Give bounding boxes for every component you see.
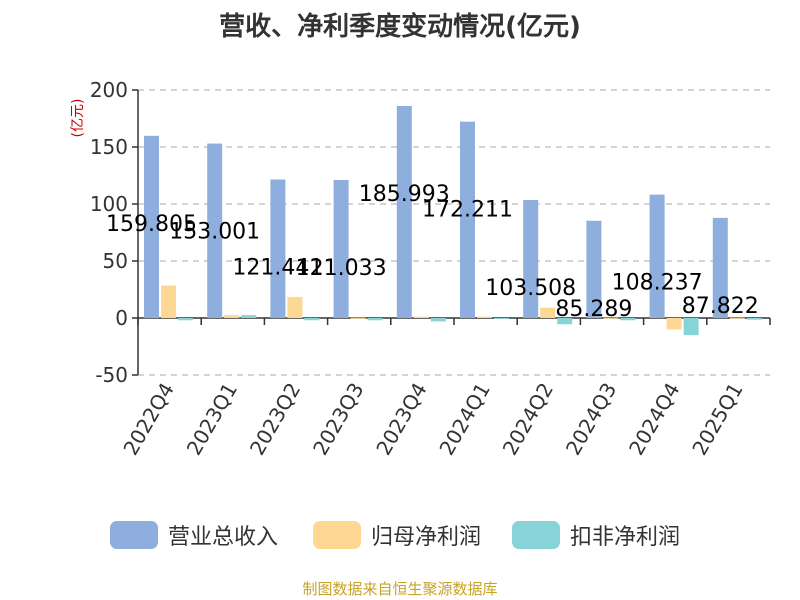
bar bbox=[586, 220, 602, 318]
bar bbox=[207, 143, 223, 318]
x-tick-label: 2023Q3 bbox=[308, 379, 368, 460]
data-label: 159.805 bbox=[106, 212, 197, 237]
x-tick-label: 2024Q3 bbox=[561, 379, 621, 460]
bar bbox=[367, 318, 383, 321]
bar bbox=[178, 318, 193, 321]
bar bbox=[460, 121, 475, 318]
legend-item[interactable]: 归母净利润 bbox=[313, 521, 481, 550]
bar bbox=[494, 318, 509, 319]
bar bbox=[477, 316, 492, 318]
bar bbox=[649, 194, 665, 318]
data-label: 108.237 bbox=[612, 271, 703, 296]
bar bbox=[557, 318, 573, 325]
x-tick-label: 2024Q2 bbox=[498, 379, 558, 460]
axes: -50 0 50 100 150 200 bbox=[90, 78, 771, 387]
bar bbox=[540, 307, 556, 318]
legend-label: 扣非净利润 bbox=[570, 525, 680, 550]
chart-title: 营收、净利季度变动情况(亿元) bbox=[219, 11, 581, 42]
legend-item[interactable]: 营业总收入 bbox=[110, 521, 278, 550]
bar bbox=[620, 318, 636, 321]
bar bbox=[224, 315, 240, 318]
data-label: 121.441 bbox=[232, 256, 323, 281]
x-tick-label: 2023Q1 bbox=[182, 379, 242, 460]
bar bbox=[683, 318, 699, 336]
bar bbox=[350, 317, 366, 319]
data-label: 121.033 bbox=[296, 256, 387, 281]
data-label: 172.211 bbox=[422, 198, 513, 223]
source-note: 制图数据来自恒生聚源数据库 bbox=[302, 580, 497, 598]
legend-swatch bbox=[512, 521, 560, 549]
bar bbox=[712, 217, 728, 318]
bar bbox=[333, 180, 349, 318]
x-tick-label: 2022Q4 bbox=[118, 379, 178, 460]
legend[interactable]: 营业总收入 归母净利润 扣非净利润 bbox=[110, 521, 680, 550]
data-label: 85.289 bbox=[555, 297, 632, 322]
legend-label: 归母净利润 bbox=[371, 525, 481, 550]
y-tick-label: 0 bbox=[115, 306, 128, 330]
bar bbox=[523, 200, 539, 318]
y-tick-label: 100 bbox=[90, 192, 128, 216]
bar bbox=[396, 105, 412, 318]
x-tick-label: 2023Q4 bbox=[371, 379, 431, 460]
y-tick-label: 200 bbox=[90, 78, 128, 102]
x-tick-label: 2025Q1 bbox=[687, 379, 747, 460]
x-tick-label: 2024Q4 bbox=[624, 379, 684, 460]
bars bbox=[144, 105, 762, 336]
legend-swatch bbox=[313, 521, 361, 549]
legend-swatch bbox=[110, 521, 158, 549]
bar bbox=[666, 318, 682, 330]
legend-label: 营业总收入 bbox=[168, 525, 278, 550]
bar bbox=[287, 296, 303, 318]
y-tick-label: -50 bbox=[95, 363, 128, 387]
bar bbox=[270, 179, 286, 318]
bar bbox=[241, 315, 257, 318]
bar bbox=[413, 316, 429, 318]
x-tick-label: 2024Q1 bbox=[434, 379, 494, 460]
bar bbox=[603, 317, 619, 319]
x-tick-label: 2023Q2 bbox=[245, 379, 305, 460]
bar bbox=[746, 318, 762, 320]
data-label: 153.001 bbox=[169, 220, 260, 245]
bar bbox=[144, 135, 159, 318]
x-tick-labels: 2022Q4 2023Q1 2023Q2 2023Q3 2023Q4 2024Q1 2024… bbox=[118, 379, 747, 460]
bar bbox=[161, 285, 176, 318]
y-tick-label: 50 bbox=[103, 249, 128, 273]
data-label: 185.993 bbox=[359, 182, 450, 207]
bar bbox=[430, 318, 446, 322]
y-tick-label: 150 bbox=[90, 135, 128, 159]
bar bbox=[729, 317, 745, 319]
data-label: 87.822 bbox=[682, 294, 759, 319]
data-label: 103.508 bbox=[485, 276, 576, 301]
y-axis-label: (亿元) bbox=[70, 99, 86, 138]
legend-item[interactable]: 扣非净利润 bbox=[512, 521, 680, 550]
bar bbox=[304, 318, 320, 321]
